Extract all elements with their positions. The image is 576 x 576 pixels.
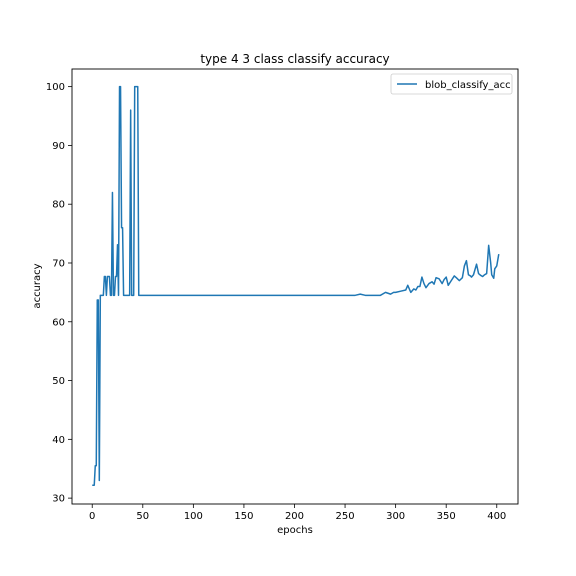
x-axis-ticks: 0 50 100 150 200 250 300 350 400 <box>89 504 506 522</box>
y-tick-label: 80 <box>52 200 65 211</box>
y-axis-ticks: 30 40 50 60 70 80 90 100 <box>46 82 72 505</box>
y-tick-label: 50 <box>52 376 65 387</box>
x-tick-label: 100 <box>184 511 203 522</box>
legend-label: blob_classify_acc <box>425 80 511 91</box>
y-tick-label: 70 <box>52 258 65 269</box>
x-tick-label: 400 <box>487 511 506 522</box>
x-tick-label: 200 <box>285 511 304 522</box>
chart-title: type 4 3 class classify accuracy <box>200 52 389 66</box>
y-tick-label: 100 <box>46 82 65 93</box>
x-tick-label: 350 <box>437 511 456 522</box>
x-tick-label: 250 <box>336 511 355 522</box>
x-tick-label: 300 <box>386 511 405 522</box>
series-line-blob_classify_acc <box>92 85 500 486</box>
y-tick-label: 90 <box>52 141 65 152</box>
y-tick-label: 30 <box>52 494 65 505</box>
plot-area: 0 50 100 150 200 250 300 350 400 30 40 50 60 70 80 90 1… <box>46 68 519 522</box>
y-axis-label: accuracy <box>32 263 43 308</box>
x-tick-label: 0 <box>89 511 95 522</box>
plot-frame <box>71 68 519 505</box>
x-tick-label: 150 <box>234 511 253 522</box>
legend: blob_classify_acc <box>390 73 513 95</box>
y-tick-label: 60 <box>52 317 65 328</box>
y-tick-label: 40 <box>52 435 65 446</box>
x-tick-label: 50 <box>136 511 149 522</box>
series-lines <box>92 85 500 486</box>
x-axis-label: epochs <box>277 525 313 536</box>
legend-box <box>390 73 513 95</box>
